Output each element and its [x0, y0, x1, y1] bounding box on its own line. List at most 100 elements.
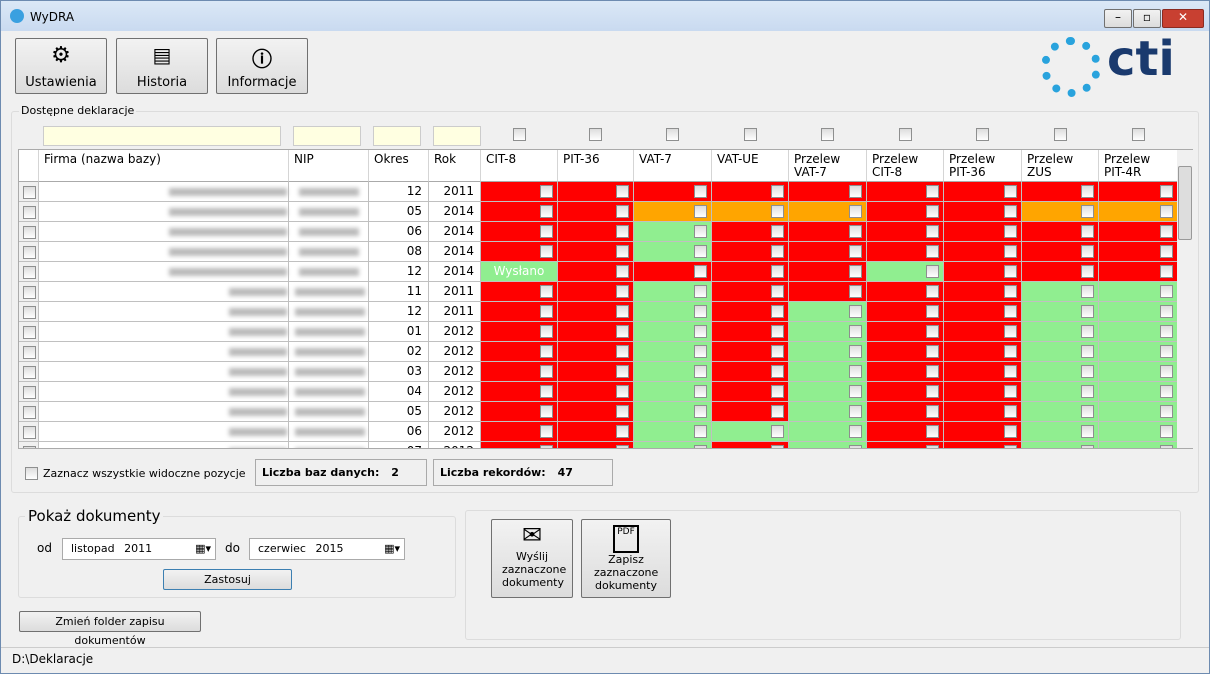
status-cell[interactable]	[944, 242, 1022, 262]
status-cell[interactable]	[789, 282, 867, 302]
status-cell[interactable]	[789, 422, 867, 442]
status-cell[interactable]	[1022, 242, 1099, 262]
status-cell[interactable]	[867, 382, 944, 402]
status-cell[interactable]	[558, 402, 634, 422]
status-cell[interactable]	[1022, 282, 1099, 302]
status-cell[interactable]	[634, 262, 712, 282]
status-cell[interactable]	[634, 422, 712, 442]
status-cell[interactable]	[1022, 402, 1099, 422]
status-cell[interactable]	[867, 242, 944, 262]
status-cell[interactable]	[1022, 202, 1099, 222]
column-checkbox[interactable]	[898, 128, 912, 141]
status-cell[interactable]	[634, 342, 712, 362]
status-cell[interactable]	[1099, 382, 1178, 402]
status-cell[interactable]	[1099, 402, 1178, 422]
status-cell[interactable]	[634, 302, 712, 322]
status-cell[interactable]	[789, 222, 867, 242]
status-cell[interactable]	[558, 282, 634, 302]
status-cell[interactable]	[944, 302, 1022, 322]
status-cell[interactable]	[1022, 382, 1099, 402]
close[interactable]: ✕	[1162, 9, 1204, 28]
status-cell[interactable]	[789, 322, 867, 342]
status-cell[interactable]	[1099, 322, 1178, 342]
status-cell[interactable]	[712, 222, 789, 242]
status-cell[interactable]	[634, 362, 712, 382]
status-cell[interactable]	[1022, 362, 1099, 382]
status-cell[interactable]	[867, 202, 944, 222]
status-cell[interactable]	[944, 182, 1022, 202]
status-cell[interactable]	[1022, 262, 1099, 282]
status-cell[interactable]	[944, 362, 1022, 382]
status-cell[interactable]	[634, 182, 712, 202]
status-cell[interactable]	[712, 202, 789, 222]
from-date[interactable]: listopad 2011 ▦▾	[62, 538, 216, 560]
status-cell[interactable]	[481, 362, 558, 382]
column-checkbox[interactable]	[1131, 128, 1145, 141]
status-cell[interactable]	[558, 382, 634, 402]
status-cell[interactable]	[1022, 322, 1099, 342]
status-cell[interactable]	[944, 442, 1022, 448]
status-cell[interactable]	[867, 282, 944, 302]
status-cell[interactable]	[481, 382, 558, 402]
status-cell[interactable]	[481, 202, 558, 222]
status-cell[interactable]	[944, 342, 1022, 362]
status-cell[interactable]	[944, 222, 1022, 242]
status-cell[interactable]	[481, 342, 558, 362]
status-cell[interactable]	[481, 182, 558, 202]
status-cell[interactable]	[634, 442, 712, 448]
status-cell[interactable]	[481, 222, 558, 242]
status-cell[interactable]	[867, 262, 944, 282]
status-cell[interactable]	[1022, 422, 1099, 442]
status-cell[interactable]	[1022, 222, 1099, 242]
status-cell[interactable]	[1099, 282, 1178, 302]
status-cell[interactable]	[867, 442, 944, 448]
status-cell[interactable]	[558, 422, 634, 442]
status-cell[interactable]	[1099, 222, 1178, 242]
status-cell[interactable]	[712, 382, 789, 402]
status-cell[interactable]	[867, 342, 944, 362]
status-cell[interactable]	[867, 182, 944, 202]
column-checkbox[interactable]	[743, 128, 757, 141]
column-checkbox[interactable]	[666, 128, 679, 141]
status-cell[interactable]	[558, 242, 634, 262]
filter-year[interactable]	[433, 126, 481, 146]
to-date[interactable]: czerwiec 2015 ▦▾	[249, 538, 405, 560]
status-cell[interactable]	[558, 362, 634, 382]
status-cell[interactable]	[634, 282, 712, 302]
maximize[interactable]: ▫	[1133, 9, 1161, 28]
status-cell[interactable]	[867, 422, 944, 442]
status-cell[interactable]	[481, 282, 558, 302]
column-checkbox[interactable]	[512, 128, 526, 141]
status-cell[interactable]	[481, 322, 558, 342]
status-cell[interactable]	[944, 402, 1022, 422]
status-cell[interactable]: Wysłano	[481, 262, 558, 282]
column-checkbox[interactable]	[976, 128, 989, 141]
filter-firm[interactable]	[43, 126, 281, 146]
status-cell[interactable]	[1099, 202, 1178, 222]
send-button[interactable]: ✉ Wyślij zaznaczone dokumenty	[491, 519, 573, 598]
status-cell[interactable]	[712, 262, 789, 282]
status-cell[interactable]	[789, 442, 867, 448]
status-cell[interactable]	[789, 362, 867, 382]
status-cell[interactable]	[1022, 302, 1099, 322]
status-cell[interactable]	[712, 242, 789, 262]
status-cell[interactable]	[944, 382, 1022, 402]
status-cell[interactable]	[789, 402, 867, 422]
status-cell[interactable]	[712, 342, 789, 362]
settings-button[interactable]: ⚙ Ustawienia	[15, 38, 107, 94]
history-button[interactable]: ▤ Historia	[116, 38, 208, 94]
change-folder-button[interactable]: Zmień folder zapisu dokumentów	[19, 611, 201, 647]
status-cell[interactable]	[712, 442, 789, 448]
status-cell[interactable]	[867, 322, 944, 342]
status-cell[interactable]	[867, 222, 944, 242]
status-cell[interactable]	[558, 442, 634, 448]
status-cell[interactable]	[944, 322, 1022, 342]
scrollbar[interactable]	[1177, 150, 1193, 448]
status-cell[interactable]	[634, 222, 712, 242]
status-cell[interactable]	[1022, 342, 1099, 362]
status-cell[interactable]	[789, 342, 867, 362]
minimize[interactable]: –	[1104, 9, 1132, 28]
status-cell[interactable]	[558, 302, 634, 322]
status-cell[interactable]	[712, 322, 789, 342]
status-cell[interactable]	[1099, 242, 1178, 262]
